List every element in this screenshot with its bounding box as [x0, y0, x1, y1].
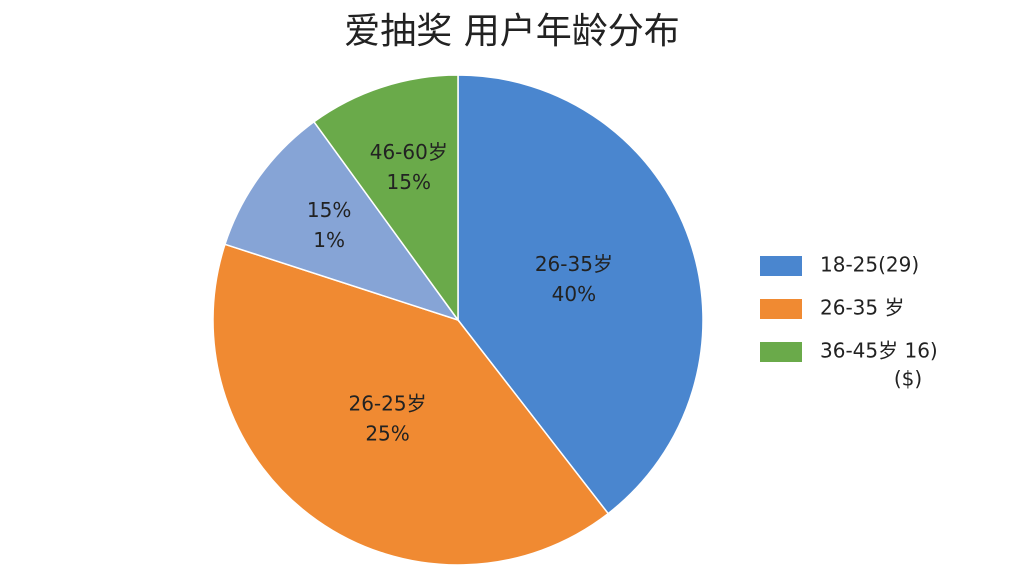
slice-label: 26-35岁 — [535, 252, 613, 276]
legend-label: 36-45岁 16) — [820, 339, 938, 363]
pie-slice — [212, 243, 610, 566]
legend-swatch — [760, 342, 802, 362]
pie-slice — [312, 74, 459, 323]
legend-swatch — [760, 256, 802, 276]
slice-label: 15% — [387, 170, 431, 194]
slice-label: 46-60岁 — [370, 140, 448, 164]
slice-label: 26-25岁 — [348, 392, 426, 416]
legend-label: 26-35 岁 — [820, 296, 904, 320]
chart-title: 爱抽奖 用户年龄分布 — [344, 11, 679, 52]
slice-label: 25% — [365, 422, 409, 446]
slice-label: 40% — [552, 282, 596, 306]
legend-swatch — [760, 299, 802, 319]
pie-slice — [457, 74, 704, 515]
legend-label: ($) — [894, 367, 922, 391]
slice-label: 15% — [307, 198, 351, 222]
pie-slice — [224, 120, 460, 322]
slice-label: 1% — [313, 228, 345, 252]
legend-label: 18-25(29) — [820, 253, 919, 277]
